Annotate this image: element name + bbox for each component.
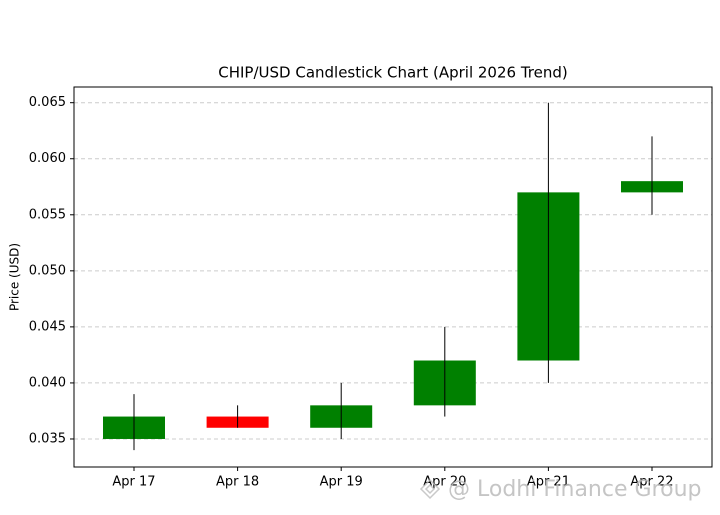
x-tick-label: Apr 17 [112,475,155,490]
y-tick-label: 0.050 [29,263,66,278]
x-tick-label: Apr 20 [423,475,466,490]
y-tick-label: 0.065 [29,95,66,110]
y-tick-label: 0.040 [29,375,66,390]
watermark: @ Lodhi Finance Group [448,477,701,502]
x-tick-label: Apr 18 [216,475,259,490]
watermark-icon [419,478,441,500]
y-axis-label: Price (USD) [8,243,22,311]
x-tick-label: Apr 19 [320,475,363,490]
chart-title: CHIP/USD Candlestick Chart (April 2026 T… [218,64,568,82]
x-tick-label: Apr 21 [527,475,570,490]
plot-frame [73,86,713,468]
y-tick-label: 0.060 [29,151,66,166]
y-tick-label: 0.035 [29,431,66,446]
y-tick-label: 0.045 [29,319,66,334]
x-tick-label: Apr 22 [630,475,673,490]
y-tick-label: 0.055 [29,207,66,222]
